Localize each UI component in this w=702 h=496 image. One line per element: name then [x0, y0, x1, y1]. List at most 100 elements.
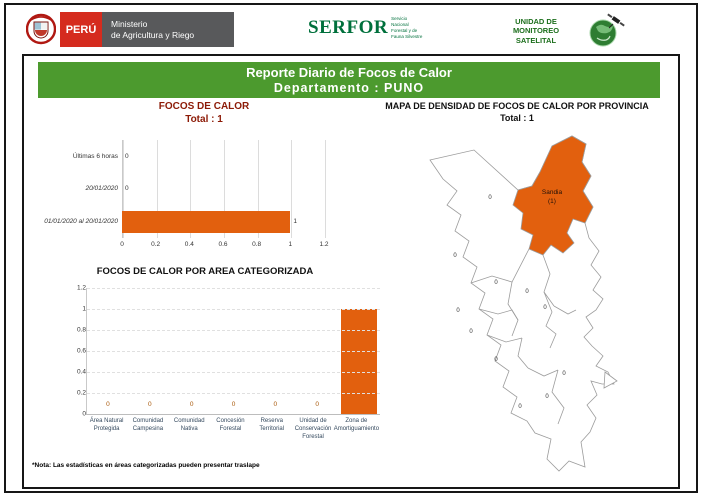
ministry-line1: Ministerio — [111, 18, 148, 29]
chart1-total: Total : 1 — [185, 114, 223, 125]
province-border — [542, 254, 555, 307]
gridline — [87, 288, 380, 289]
chart2-y-tick: 0.6 — [76, 347, 86, 355]
province-border — [486, 334, 523, 343]
province-border — [478, 308, 519, 321]
chart2-value-label: 0 — [147, 401, 152, 408]
monitoring-unit-label: UNIDAD DE MONITOREO SATELITAL — [490, 17, 582, 45]
gridline — [224, 140, 225, 238]
gridline — [156, 140, 158, 238]
department-outline — [429, 135, 615, 472]
chart1-bar — [122, 210, 291, 233]
chart1-value-label: 1 — [293, 218, 297, 226]
province-border — [543, 291, 557, 349]
sandia-label: Sandia — [542, 189, 563, 196]
gridline — [123, 140, 124, 238]
chart2-columns: 0 0 0 0 0 0 — [87, 288, 380, 414]
peru-label: PERÚ — [65, 23, 97, 36]
chart1-row: 20/01/2020 0 — [44, 173, 356, 205]
chart2-category-label: Unidad de Conservación Forestal — [294, 418, 332, 440]
unit-line-1: UNIDAD DE — [515, 17, 557, 26]
focos-de-calor-chart: Últimas 6 horas 0 20/01/2020 0 01/01/2020 al… — [44, 140, 356, 256]
chart2-column: 0 — [213, 288, 255, 414]
chart1-x-tick: 0.6 — [218, 241, 228, 248]
gridline — [257, 140, 259, 238]
chart2-column: 0 — [254, 288, 296, 414]
serfor-tagline-3: Forestal y de — [391, 27, 418, 33]
chart1-row: 01/01/2020 al 20/01/2020 1 — [44, 206, 356, 238]
chart2-bar — [341, 309, 378, 414]
chart2-y-tick: 0.8 — [76, 326, 86, 334]
province-count-label: 0 — [456, 308, 460, 314]
chart2-y-tick: 0 — [82, 410, 86, 418]
area-categorizada-chart: 0 0 0 0 0 0 0 0.2 0.4 0.6 0.8 1 1.2 Área Natural Pr… — [44, 284, 384, 458]
serfor-tagline-2: Nacional — [391, 21, 409, 27]
chart2-column — [338, 288, 380, 414]
unit-line-3: SATELITAL — [515, 35, 557, 45]
chart1-category-label: 20/01/2020 — [85, 185, 118, 193]
gridline — [87, 309, 380, 310]
gridline — [190, 140, 192, 238]
province-count-label: 0 — [494, 280, 498, 286]
province-border — [517, 337, 529, 369]
province-border — [553, 305, 577, 315]
chart2-column: 0 — [296, 288, 338, 414]
chart2-column: 0 — [171, 288, 213, 414]
footnote: *Nota: Las estadísticas en áreas categor… — [32, 462, 260, 469]
gridline — [87, 372, 380, 373]
ministry-logo: Ministerio de Agricultura y Riego — [102, 12, 234, 47]
chart1-row: Últimas 6 horas 0 — [44, 140, 356, 172]
chart1-x-tick: 1.2 — [319, 241, 329, 248]
header: PERÚ Ministerio de Agricultura y Riego S… — [20, 8, 682, 52]
satellite-globe-icon — [589, 13, 625, 47]
chart2-title: FOCOS DE CALOR POR AREA CATEGORIZADA — [96, 266, 314, 277]
chart2-y-tick: 0.4 — [76, 368, 86, 376]
chart2-value-label: 0 — [315, 401, 320, 408]
province-border — [470, 248, 530, 284]
chart2-column: 0 — [87, 288, 129, 414]
gridline — [87, 351, 380, 352]
peru-logo: PERÚ — [60, 12, 102, 47]
report-title-banner: Reporte Diario de Focos de Calor Departa… — [38, 62, 660, 98]
province-count-label: 0 — [488, 195, 492, 201]
province-sandia — [512, 135, 594, 256]
map-title: MAPA DE DENSIDAD DE FOCOS DE CALOR POR P… — [364, 100, 670, 124]
province-count-label: 0 — [494, 357, 498, 363]
gridline — [87, 393, 380, 394]
sandia-label: (1) — [548, 198, 556, 205]
serfor-tagline: Servicio Nacional Forestal y de Fauna Si… — [391, 16, 422, 39]
serfor-tagline-4: Fauna Silvestre — [391, 33, 423, 39]
province-count-label: 0 — [518, 404, 522, 410]
chart2-y-tick: 0.2 — [76, 389, 86, 397]
serfor-tagline-1: Servicio — [391, 16, 408, 21]
lake-peninsula — [603, 371, 618, 389]
ministry-line2: de Agricultura y Riego — [111, 29, 195, 40]
serfor-wordmark: SERFOR — [308, 16, 389, 38]
map-total: Total : 1 — [500, 113, 534, 124]
report-title: Reporte Diario de Focos de Calor — [246, 65, 452, 80]
chart2-value-label: 0 — [231, 401, 236, 408]
chart1-x-tick: 0 — [120, 241, 124, 248]
province-count-label: 0 — [562, 371, 566, 377]
gridline — [291, 140, 293, 238]
chart2-y-tick: 1 — [82, 305, 86, 313]
page-frame — [4, 3, 698, 493]
province-count-label: 0 — [469, 329, 473, 335]
chart2-category-label: Área Natural Protegida — [89, 418, 124, 432]
chart2-y-tick: 1.2 — [76, 284, 86, 292]
chart1-title: FOCOS DE CALOR Total : 1 — [64, 100, 344, 126]
chart1-x-tick: 0.4 — [184, 241, 194, 248]
province-count-label: 0 — [453, 253, 457, 259]
chart2-category-label: Reserva Territorial — [259, 418, 285, 432]
chart1-x-tick: 0.2 — [151, 241, 161, 248]
report-body: Reporte Diario de Focos de Calor Departa… — [22, 54, 680, 489]
chart1-value-label: 0 — [125, 185, 129, 193]
unit-line-2: MONITOREO — [512, 26, 560, 36]
gridline — [87, 330, 380, 331]
serfor-logo: SERFOR Servicio Nacional Forestal y de F… — [308, 16, 422, 39]
chart1-category-label: 01/01/2020 al 20/01/2020 — [44, 218, 118, 226]
chart1-value-label: 0 — [125, 152, 129, 160]
chart1-category-label: Últimas 6 horas — [72, 152, 118, 160]
province-count-label: 0 — [525, 289, 529, 295]
